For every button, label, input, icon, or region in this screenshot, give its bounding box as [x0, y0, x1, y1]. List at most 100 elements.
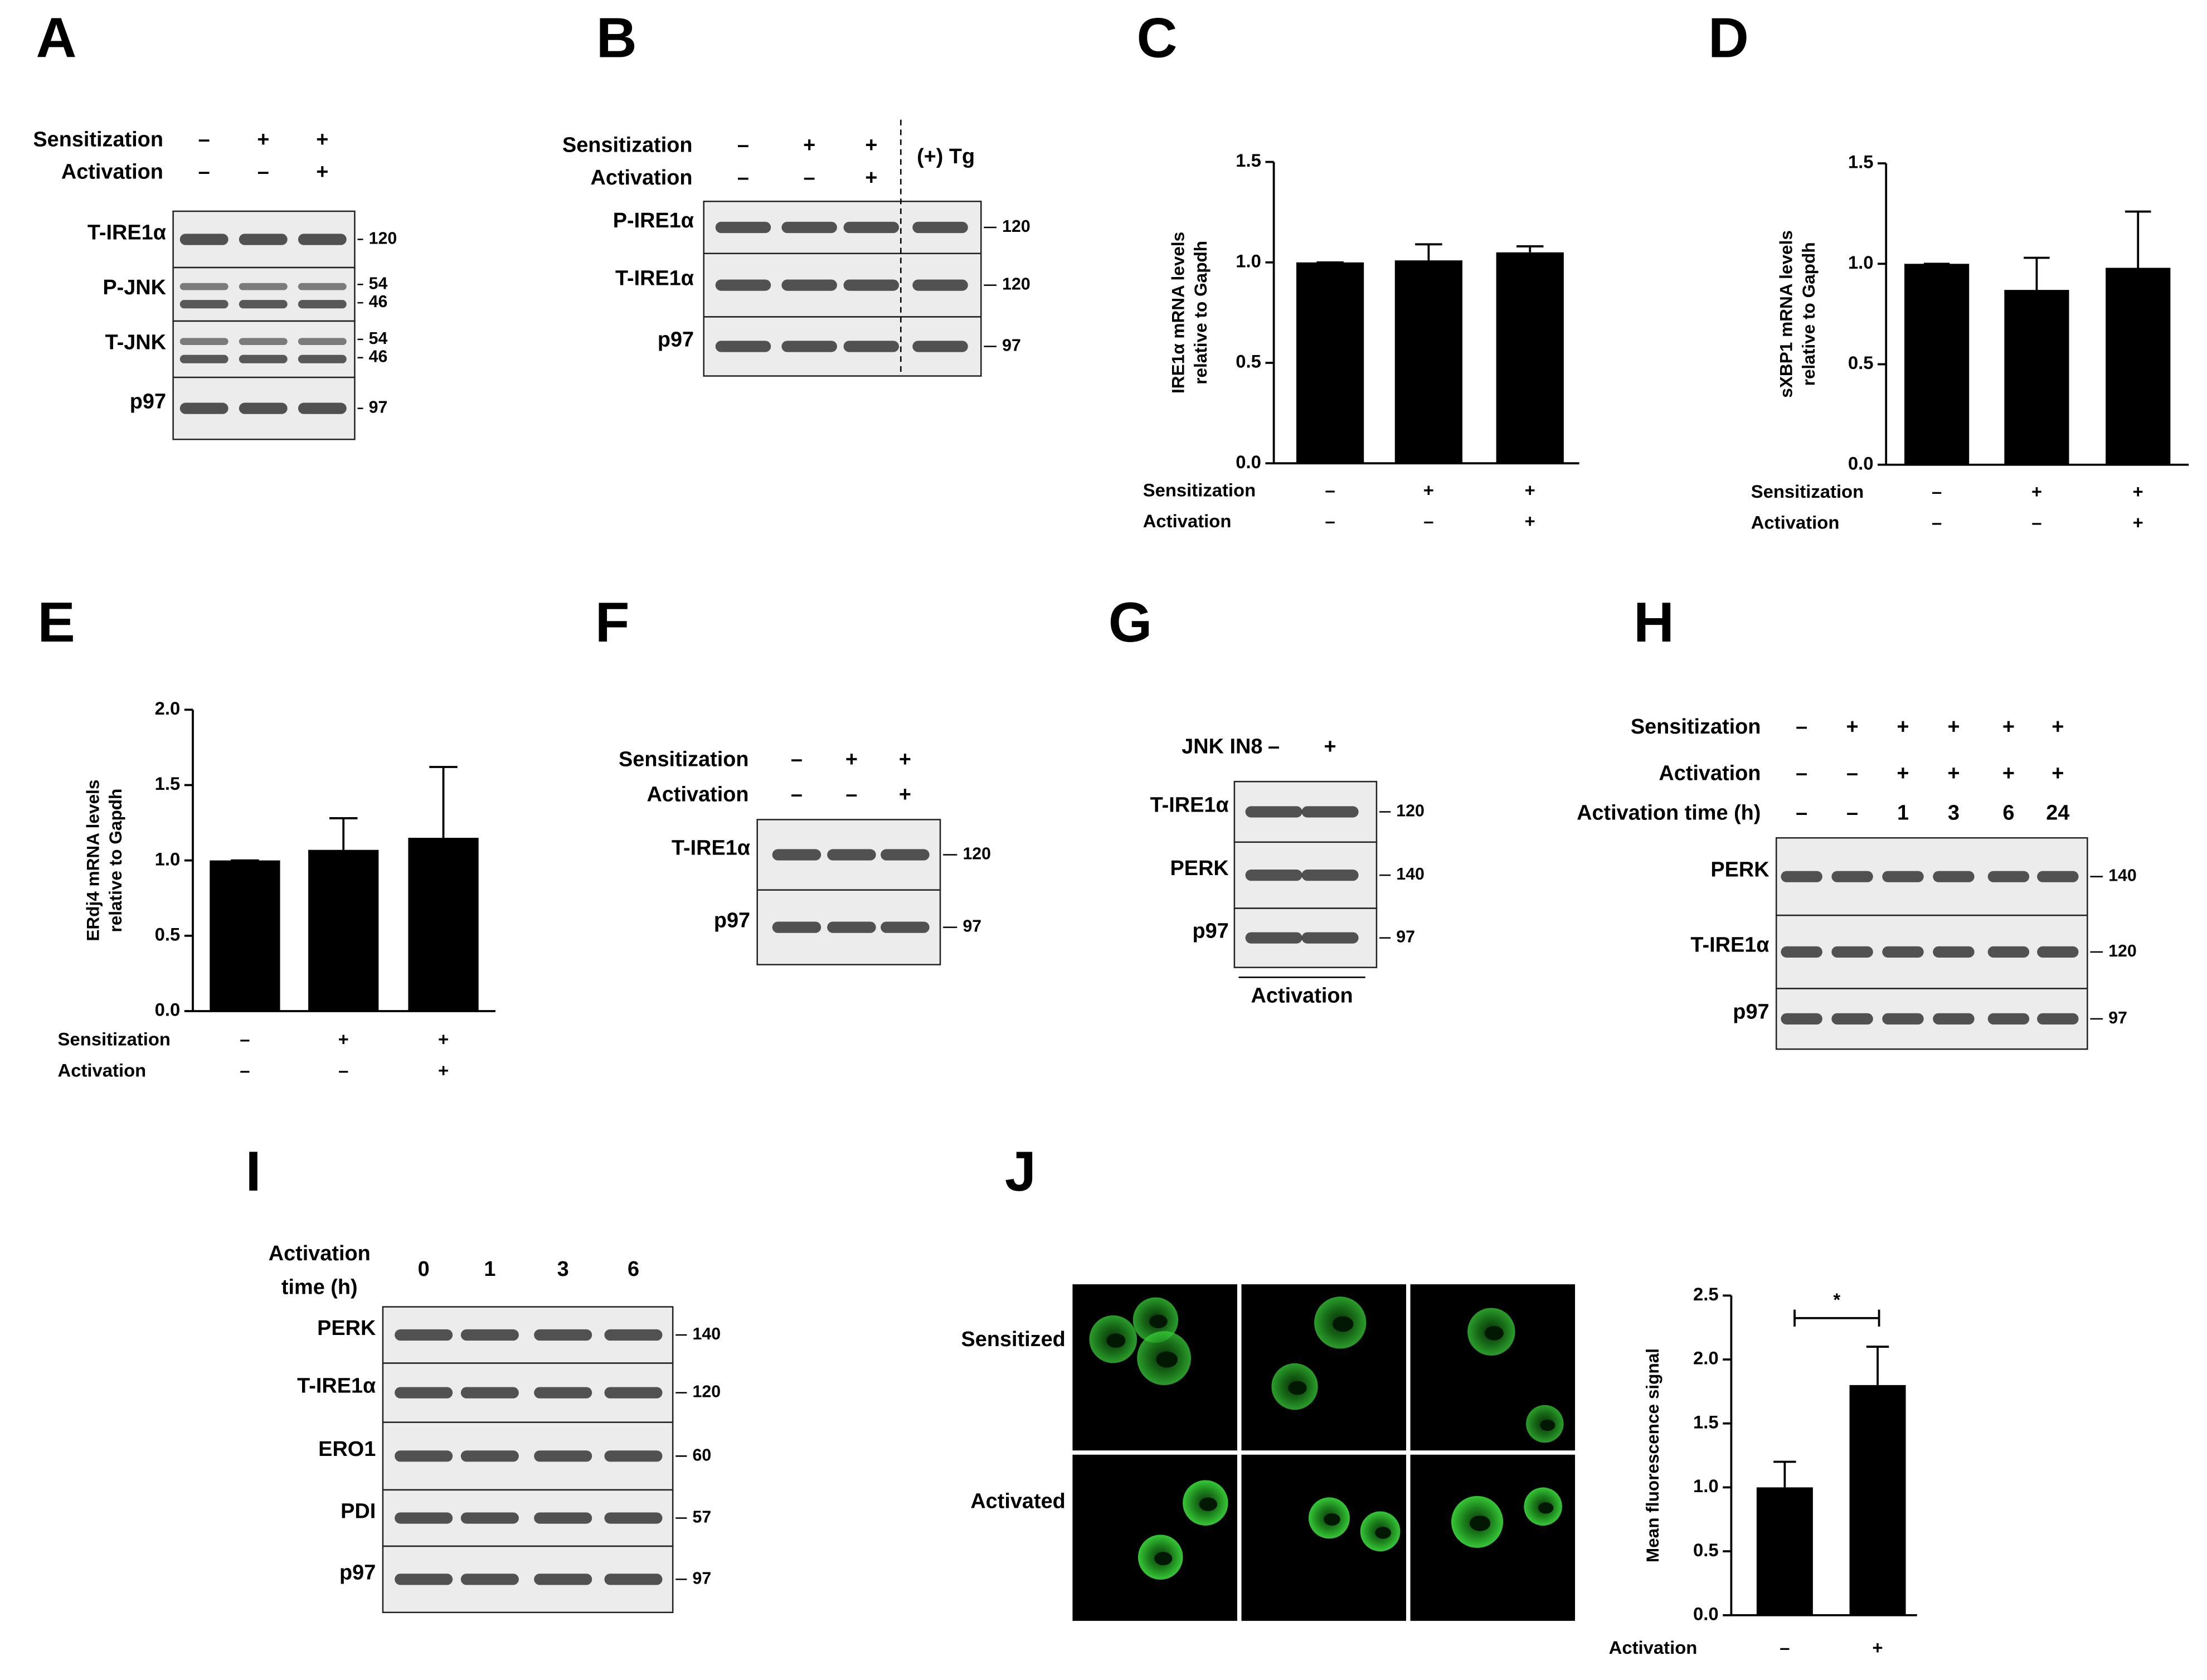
bar — [2106, 268, 2171, 465]
row-label: p97 — [339, 1561, 376, 1584]
lane-sign: + — [865, 166, 877, 190]
row-label: p97 — [1193, 919, 1229, 943]
band — [179, 402, 229, 414]
y-tick-label: 0.0 — [1236, 451, 1261, 472]
mw-marker: 97 — [2108, 1009, 2127, 1027]
condition-label: Activation — [1659, 762, 1761, 785]
band — [239, 355, 288, 363]
bar — [1849, 1385, 1906, 1615]
mw-marker: 140 — [693, 1325, 721, 1343]
mw-marker: 120 — [693, 1383, 721, 1401]
row-label: p97 — [1733, 1001, 1769, 1024]
lane-sign: + — [316, 161, 328, 184]
row-label: T-IRE1α — [615, 266, 694, 290]
bar — [1756, 1487, 1813, 1615]
condition-label: JNK IN8 — [1182, 735, 1262, 759]
row-label: p97 — [658, 328, 694, 351]
nucleus — [1469, 1515, 1491, 1531]
mw-marker: 140 — [2108, 867, 2137, 885]
lane-sign: 6 — [628, 1257, 639, 1281]
panel-letter: G — [1109, 591, 1153, 654]
condition-sign: + — [438, 1060, 449, 1080]
band — [395, 1387, 453, 1399]
lane-sign: 3 — [557, 1257, 569, 1281]
bar — [308, 849, 379, 1011]
band — [1882, 946, 1924, 958]
condition-label: Sensitization — [1631, 715, 1761, 739]
band — [715, 221, 771, 234]
lane-sign: + — [2002, 715, 2015, 739]
band — [179, 234, 229, 245]
band — [881, 849, 930, 861]
mw-marker: 120 — [2108, 942, 2137, 960]
band — [298, 300, 347, 309]
condition-label: Sensitization — [1751, 481, 1864, 502]
band — [1933, 1013, 1975, 1024]
panel-letter: I — [246, 1140, 261, 1203]
row-label: ERO1 — [318, 1438, 376, 1461]
row-label: P-JNK — [103, 276, 166, 299]
condition-sign: + — [2133, 512, 2143, 532]
band — [460, 1450, 519, 1462]
lane-sign: – — [1796, 715, 1807, 739]
y-axis-label: IRE1α mRNA levels — [1168, 232, 1188, 394]
lane-sign: + — [865, 134, 877, 157]
band — [1882, 1013, 1924, 1024]
condition-label: time (h) — [281, 1276, 358, 1299]
band — [843, 279, 900, 291]
lane-sign: + — [1947, 715, 1960, 739]
condition-sign: + — [2031, 481, 2042, 502]
band — [1781, 946, 1822, 958]
condition-label: Activation — [647, 783, 749, 806]
band — [1301, 806, 1359, 818]
condition-sign: + — [1525, 479, 1535, 500]
y-tick-label: 1.0 — [1848, 252, 1874, 273]
mw-marker: 54 — [369, 274, 388, 293]
lane-sign: + — [1947, 762, 1960, 785]
row-label: T-IRE1α — [1150, 793, 1229, 817]
band — [2037, 871, 2079, 882]
mw-marker: 97 — [693, 1569, 712, 1587]
panel-letter: D — [1708, 7, 1749, 69]
y-tick-label: 0.5 — [1236, 351, 1261, 372]
lane-sign: – — [1846, 762, 1858, 785]
band — [298, 402, 347, 414]
condition-sign: + — [438, 1029, 449, 1050]
y-tick-label: 2.0 — [155, 698, 181, 718]
band — [1933, 871, 1975, 882]
band — [1831, 1013, 1873, 1024]
lane-sign: – — [1796, 801, 1807, 824]
band — [179, 300, 229, 309]
lane-sign: 6 — [2002, 801, 2014, 824]
bar — [2004, 290, 2069, 465]
y-axis-label: ERdj4 mRNA levels — [83, 780, 103, 941]
lane-sign: 3 — [1948, 801, 1960, 824]
mw-marker: 97 — [1002, 336, 1021, 355]
condition-label: Sensitization — [1143, 479, 1256, 500]
bar — [1394, 260, 1463, 464]
nucleus — [1288, 1381, 1307, 1395]
lane-sign: – — [845, 783, 857, 806]
band — [298, 355, 347, 363]
condition-label: Sensitization — [562, 134, 693, 157]
row-label: p97 — [714, 909, 750, 933]
lane-sign: + — [803, 134, 815, 157]
lane-sign: – — [804, 166, 815, 190]
band — [604, 1329, 663, 1341]
band — [1933, 946, 1975, 958]
mw-marker: 97 — [962, 917, 981, 936]
condition-sign: + — [2133, 481, 2143, 502]
blot-strip — [172, 266, 356, 322]
band — [604, 1574, 663, 1585]
mw-marker: 120 — [369, 229, 397, 247]
band — [1831, 871, 1873, 882]
row-label: PERK — [1710, 858, 1769, 882]
band — [298, 283, 347, 290]
band — [843, 341, 900, 352]
band — [843, 221, 900, 234]
panel-letter: F — [595, 591, 630, 654]
condition-label: Activation — [61, 161, 163, 184]
bar — [408, 838, 479, 1011]
band — [715, 341, 771, 352]
